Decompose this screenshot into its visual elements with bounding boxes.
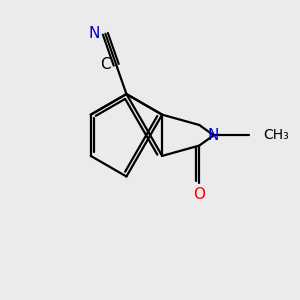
- Text: N: N: [89, 26, 100, 41]
- Text: N: N: [208, 128, 219, 143]
- Text: O: O: [193, 187, 205, 202]
- Text: CH₃: CH₃: [263, 128, 289, 142]
- Text: C: C: [100, 57, 111, 72]
